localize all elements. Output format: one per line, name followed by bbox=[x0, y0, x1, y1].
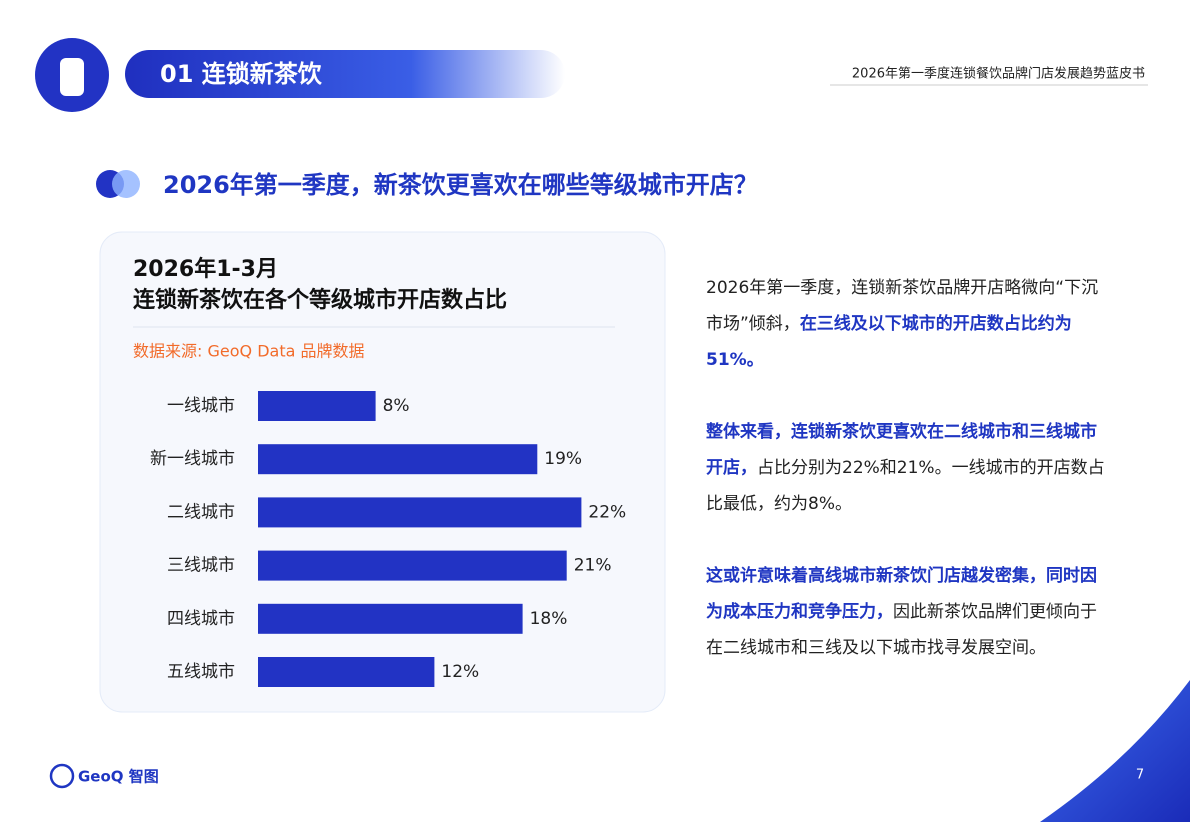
category-label: 一线城市 bbox=[167, 396, 235, 416]
value-label: 12% bbox=[441, 662, 479, 682]
bar bbox=[258, 657, 435, 687]
logo: GeoQ 智图 bbox=[78, 768, 159, 786]
bar bbox=[258, 391, 376, 421]
chart-subtitle: 连锁新茶饮在各个等级城市开店数占比 bbox=[133, 287, 507, 313]
category-label: 二线城市 bbox=[167, 502, 235, 522]
bar bbox=[258, 497, 582, 528]
category-label: 三线城市 bbox=[167, 556, 235, 576]
heading: 2026年第一季度，新茶饮更喜欢在哪些等级城市开店？ bbox=[163, 171, 758, 199]
logo-icon bbox=[49, 763, 75, 789]
text-segment: 2026年第一季度，连锁新茶饮品牌开店略微向“下沉市场”倾斜， bbox=[706, 278, 1099, 334]
chart-source: 数据来源: GeoQ Data 品牌数据 bbox=[133, 342, 364, 361]
report-title: 2026年第一季度连锁餐饮品牌门店发展趋势蓝皮书 bbox=[852, 66, 1145, 82]
category-label: 四线城市 bbox=[167, 609, 235, 629]
section-title: 01 连锁新茶饮 bbox=[160, 60, 323, 88]
text-segment: 这或许意味着高线城市新茶饮门店越发密集，同时因为成本压力和竞争压力， bbox=[706, 566, 1097, 622]
value-label: 8% bbox=[383, 396, 410, 416]
text-segment: 整体来看，连锁新茶饮更喜欢在二线城市和三线城市开店， bbox=[706, 422, 1097, 478]
value-label: 21% bbox=[574, 556, 612, 576]
heading-icon bbox=[112, 170, 140, 198]
category-label: 新一线城市 bbox=[150, 449, 235, 469]
paragraph: 这或许意味着高线城市新茶饮门店越发密集，同时因为成本压力和竞争压力，因此新茶饮品… bbox=[706, 558, 1106, 666]
paragraph: 整体来看，连锁新茶饮更喜欢在二线城市和三线城市开店，占比分别为22%和21%。一… bbox=[706, 414, 1106, 522]
text-segment: 在三线及以下城市的开店数占比约为51%。 bbox=[706, 314, 1072, 370]
bar bbox=[258, 444, 538, 475]
text-segment: 因此新茶饮品牌们更倾向于在二线城市和三线及以下城市找寻发展空间。 bbox=[706, 602, 1097, 658]
corner-decoration bbox=[1040, 680, 1190, 822]
section-banner bbox=[125, 50, 565, 98]
bar bbox=[258, 603, 523, 634]
value-label: 22% bbox=[588, 502, 626, 522]
paragraph: 2026年第一季度，连锁新茶饮品牌开店略微向“下沉市场”倾斜，在三线及以下城市的… bbox=[706, 270, 1106, 378]
text-segment: 占比分别为22%和21%。一线城市的开店数占比最低，约为8%。 bbox=[706, 458, 1105, 514]
bars: 一线城市 8% 新一线城市 19% 二线城市 22% 三线城市 21% 四线城市 18% 五线城市 1… bbox=[150, 391, 626, 687]
cup-icon bbox=[60, 58, 84, 96]
bar bbox=[258, 550, 567, 581]
category-label: 五线城市 bbox=[167, 662, 235, 682]
page-number: 7 bbox=[1136, 768, 1144, 783]
text-body: 2026年第一季度，连锁新茶饮品牌开店略微向“下沉市场”倾斜，在三线及以下城市的… bbox=[706, 270, 1106, 702]
chart-title: 2026年1-3月 bbox=[133, 256, 278, 282]
value-label: 19% bbox=[544, 449, 582, 469]
value-label: 18% bbox=[530, 609, 568, 629]
